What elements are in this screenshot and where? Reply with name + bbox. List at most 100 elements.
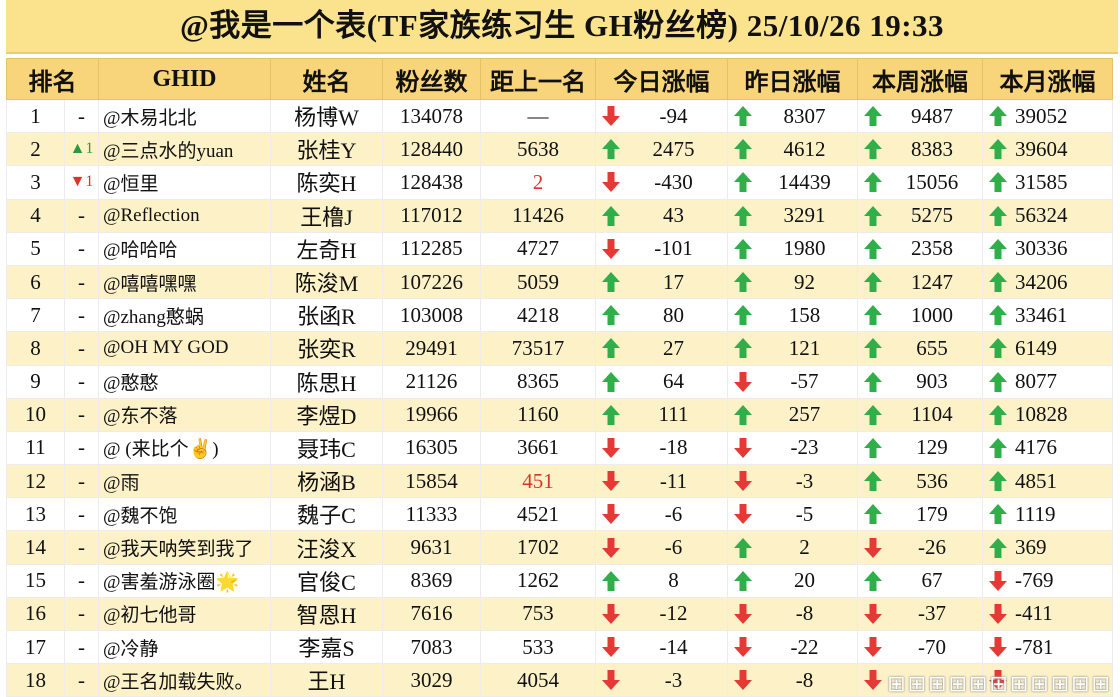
- table-row: 1- @木易北北 杨博W 134078— -94 8307 9487 39052: [6, 98, 1113, 134]
- rank-change: -: [64, 231, 99, 266]
- week-cell: 67: [857, 563, 983, 598]
- name-cell: 张桂Y: [270, 132, 383, 167]
- sheet-title: @我是一个表(TF家族练习生 GH粉丝榜) 25/10/26 19:33: [6, 0, 1118, 54]
- yesterday-value: 92: [794, 269, 815, 294]
- yesterday-value: 2: [799, 535, 810, 560]
- rank-change: -: [64, 530, 99, 565]
- name-cell: 杨博W: [270, 98, 383, 134]
- month-cell: 6149: [982, 331, 1113, 366]
- up-arrow-icon: [984, 338, 1014, 359]
- rank-change: -: [64, 663, 99, 697]
- rank-change: -: [64, 629, 99, 665]
- month-cell: 8077: [982, 364, 1113, 399]
- month-value: 4851: [1015, 468, 1057, 493]
- month-cell: 4851: [982, 464, 1113, 499]
- today-cell: -3: [595, 663, 728, 697]
- yesterday-cell: -8: [727, 596, 858, 632]
- rank-cell: 12: [6, 464, 65, 499]
- rank-change: ▼1: [64, 165, 99, 200]
- gap-cell: 11426: [480, 198, 596, 233]
- yesterday-cell: -3: [727, 464, 858, 499]
- table-row: 17- @冷静 李嘉S 7083 533 -14 -22 -70 -781: [6, 629, 1113, 665]
- month-value: 1119: [1015, 501, 1056, 526]
- fans-cell: 3029: [382, 663, 481, 697]
- down-arrow-icon: [597, 238, 627, 259]
- name-cell: 陈奕H: [270, 165, 383, 200]
- week-value: 2358: [911, 236, 953, 261]
- month-value: -781: [1015, 634, 1054, 659]
- up-arrow-icon: [859, 205, 889, 226]
- down-arrow-icon: [984, 570, 1014, 591]
- up-arrow-icon: [984, 272, 1014, 293]
- up-arrow-icon: [984, 172, 1014, 193]
- week-value: -70: [918, 634, 946, 659]
- fans-cell: 128440: [382, 132, 481, 167]
- week-cell: 1104: [857, 397, 983, 432]
- today-value: -94: [659, 103, 688, 128]
- today-value: 17: [663, 269, 684, 294]
- header-month: 本月涨幅: [982, 58, 1113, 100]
- up-arrow-icon: [984, 504, 1014, 525]
- gap-cell: 5638: [480, 132, 596, 167]
- fans-cell: 9631: [382, 530, 481, 565]
- fans-cell: 21126: [382, 364, 481, 399]
- week-cell: 9487: [857, 98, 983, 134]
- month-cell: 369: [982, 530, 1113, 565]
- today-cell: 27: [595, 331, 728, 366]
- month-cell: 10828: [982, 397, 1113, 432]
- down-arrow-icon: [729, 471, 759, 492]
- today-value: -18: [659, 435, 688, 460]
- week-value: 179: [916, 501, 948, 526]
- month-cell: -411: [982, 596, 1113, 632]
- month-value: 6149: [1015, 335, 1057, 360]
- yesterday-value: 20: [794, 568, 815, 593]
- month-value: 34206: [1015, 269, 1068, 294]
- header-today: 今日涨幅: [595, 58, 728, 100]
- today-cell: -430: [595, 165, 728, 200]
- ghid-cell: @木易北北: [98, 98, 271, 134]
- fans-cell: 128438: [382, 165, 481, 200]
- up-arrow-icon: [729, 172, 759, 193]
- name-cell: 魏子C: [270, 497, 383, 532]
- yesterday-cell: 158: [727, 298, 858, 333]
- up-arrow-icon: [597, 404, 627, 425]
- rank-cell: 4: [6, 198, 65, 233]
- header-ghid: GHID: [98, 58, 271, 100]
- today-cell: 64: [595, 364, 728, 399]
- gap-cell: —: [480, 98, 596, 134]
- week-cell: 1247: [857, 264, 983, 300]
- up-arrow-icon: [729, 106, 759, 127]
- up-arrow-icon: [859, 338, 889, 359]
- rank-cell: 7: [6, 298, 65, 333]
- today-cell: 8: [595, 563, 728, 598]
- up-arrow-icon: [597, 338, 627, 359]
- fans-cell: 134078: [382, 98, 481, 134]
- yesterday-cell: 20: [727, 563, 858, 598]
- rank-cell: 13: [6, 497, 65, 532]
- name-cell: 王橹J: [270, 198, 383, 233]
- ghid-cell: @雨: [98, 464, 271, 499]
- ranking-table: 排名 GHID 姓名 粉丝数 距上一名 今日涨幅 昨日涨幅 本周涨幅 本月涨幅 …: [6, 58, 1113, 697]
- down-arrow-icon: [597, 537, 627, 558]
- rank-cell: 10: [6, 397, 65, 432]
- table-row: 10- @东不落 李煜D 19966 1160 111 257 1104 10828: [6, 397, 1113, 432]
- yesterday-cell: 2: [727, 530, 858, 565]
- month-value: 4176: [1015, 435, 1057, 460]
- fans-cell: 117012: [382, 198, 481, 233]
- rank-cell: 6: [6, 264, 65, 300]
- fans-cell: 19966: [382, 397, 481, 432]
- up-arrow-icon: [597, 272, 627, 293]
- yesterday-value: -5: [795, 501, 814, 526]
- ghid-cell: @zhang憨蜗: [98, 298, 271, 333]
- up-arrow-icon: [729, 338, 759, 359]
- week-cell: 655: [857, 331, 983, 366]
- today-value: -11: [659, 468, 688, 493]
- yesterday-value: 8307: [783, 103, 826, 128]
- down-arrow-icon: [859, 637, 889, 658]
- down-arrow-icon: [597, 437, 627, 458]
- month-value: 10828: [1015, 402, 1068, 427]
- up-arrow-icon: [729, 305, 759, 326]
- gap-cell: 753: [480, 596, 596, 632]
- header-yesterday: 昨日涨幅: [727, 58, 858, 100]
- up-arrow-icon: [729, 238, 759, 259]
